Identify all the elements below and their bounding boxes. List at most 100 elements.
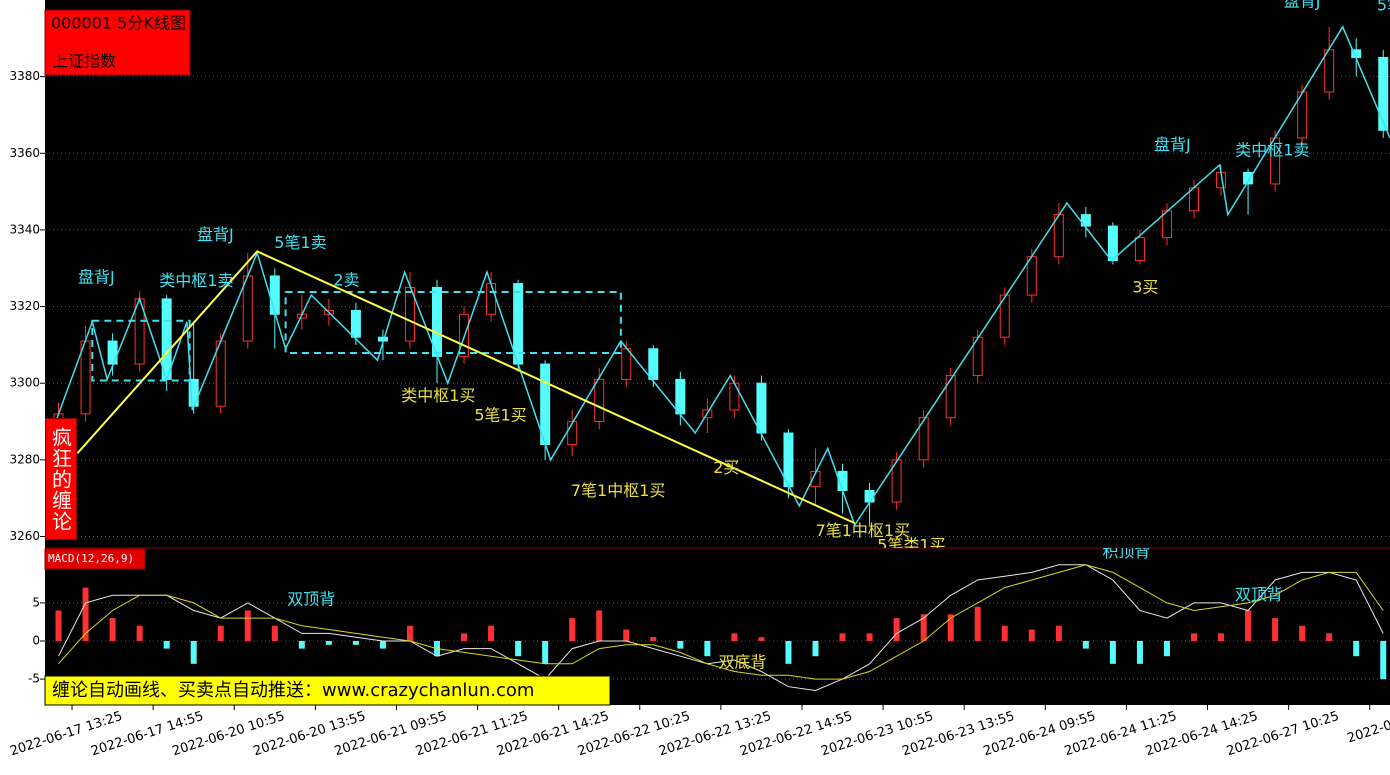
macd-bar bbox=[812, 640, 819, 657]
y-tick-label: 3280 bbox=[9, 452, 40, 466]
candle-body bbox=[215, 340, 226, 407]
macd-bar bbox=[839, 633, 846, 641]
macd-bar bbox=[1055, 625, 1062, 641]
macd-bar bbox=[1218, 633, 1225, 641]
macd-bar bbox=[406, 625, 413, 641]
candle-body bbox=[567, 421, 578, 446]
candle-body bbox=[756, 382, 767, 434]
stroke-line bbox=[55, 25, 1390, 527]
macd-bar bbox=[1082, 640, 1089, 649]
macd-bar bbox=[109, 618, 116, 641]
annotation: 盘背J bbox=[78, 267, 115, 286]
macd-bar bbox=[785, 640, 792, 664]
y-tick-label: -5 bbox=[28, 672, 40, 686]
annotation: 7笔1中枢1买 bbox=[571, 481, 666, 500]
header-box bbox=[44, 9, 191, 76]
annotation: 3买 bbox=[1132, 277, 1158, 296]
macd-bar bbox=[1001, 625, 1008, 641]
candle-body bbox=[242, 275, 253, 342]
candle-body bbox=[918, 417, 929, 461]
header-title: 000001 5分K线图 bbox=[51, 14, 186, 33]
candle-body bbox=[486, 283, 497, 315]
macd-bar bbox=[596, 610, 603, 641]
y-tick-label: 0 bbox=[32, 633, 40, 647]
macd-line bbox=[58, 564, 1384, 692]
macd-bar bbox=[974, 606, 981, 641]
macd-bar bbox=[488, 625, 495, 641]
y-tick-label: 3260 bbox=[9, 529, 40, 543]
y-tick-label: 5 bbox=[32, 595, 40, 609]
macd-bar bbox=[379, 640, 386, 649]
macd-bar bbox=[731, 633, 738, 641]
annotation: 类中枢1卖 bbox=[1235, 140, 1309, 159]
plot-background bbox=[45, 0, 1390, 705]
macd-bar bbox=[650, 637, 657, 641]
annotation: 盘背J bbox=[1154, 135, 1191, 154]
y-tick-label: 3300 bbox=[9, 376, 40, 390]
annotation: 2买 bbox=[713, 458, 739, 477]
macd-label-box bbox=[44, 548, 146, 570]
y-tick-label: 3320 bbox=[9, 299, 40, 313]
macd-bar bbox=[704, 640, 711, 657]
candle-body bbox=[945, 375, 956, 419]
footer-banner-box bbox=[44, 675, 611, 706]
macd-bar bbox=[1109, 640, 1116, 664]
candle-body bbox=[999, 294, 1010, 338]
side-label: 疯狂的缠论 bbox=[45, 418, 77, 540]
y-tick-label: 3360 bbox=[9, 146, 40, 160]
macd-bar bbox=[298, 640, 305, 649]
macd-bar bbox=[136, 625, 143, 641]
candle-body bbox=[107, 340, 118, 365]
candle-body bbox=[729, 382, 740, 411]
footer-banner: 缠论自动画线、买卖点自动推送：www.crazychanlun.com bbox=[52, 680, 534, 701]
candle-body bbox=[864, 490, 875, 503]
x-tick-label: 2022-06-27 bbox=[1346, 709, 1390, 747]
y-tick-label: 3340 bbox=[9, 222, 40, 236]
macd-bar bbox=[1163, 640, 1170, 657]
candle-body bbox=[594, 378, 605, 423]
macd-bar bbox=[1353, 640, 1360, 657]
candle-body bbox=[810, 470, 821, 488]
macd-bar bbox=[569, 618, 576, 641]
candle-body bbox=[675, 378, 686, 415]
macd-bar bbox=[55, 610, 62, 641]
macd-bar bbox=[623, 629, 630, 641]
macd-bar bbox=[82, 587, 89, 641]
candle-body bbox=[269, 275, 280, 315]
annotation: 类中枢1买 bbox=[401, 386, 475, 405]
macd-bar bbox=[1190, 633, 1197, 641]
candle-body bbox=[350, 309, 361, 338]
candle-body bbox=[1324, 49, 1335, 93]
annotation: 双底背 bbox=[718, 653, 766, 672]
annotation: 类中枢1卖 bbox=[159, 271, 233, 290]
annotation: 5笔类1买 bbox=[877, 536, 945, 555]
macd-bar bbox=[947, 614, 954, 641]
macd-bar bbox=[1272, 618, 1279, 641]
macd-title: MACD(12,26,9) bbox=[48, 552, 134, 565]
macd-bar bbox=[893, 618, 900, 641]
macd-bar bbox=[163, 640, 170, 649]
annotation: 积顶背 bbox=[1102, 542, 1150, 561]
macd-bar bbox=[190, 640, 197, 664]
annotation: 5笔1卖 bbox=[274, 233, 326, 252]
annotation: 双顶背 bbox=[1235, 585, 1283, 604]
macd-bar bbox=[758, 637, 765, 641]
candle-body bbox=[648, 348, 659, 380]
macd-bar bbox=[1380, 640, 1387, 680]
annotation: 5笔 bbox=[1377, 0, 1390, 14]
macd-bar bbox=[1299, 625, 1306, 641]
annotation: 7笔1中枢1买 bbox=[816, 521, 911, 540]
segment-line bbox=[76, 250, 856, 525]
macd-bar bbox=[866, 633, 873, 641]
candle-body bbox=[161, 298, 172, 380]
y-tick-label: 3380 bbox=[9, 69, 40, 83]
macd-line bbox=[58, 564, 1384, 680]
macd-bar bbox=[217, 625, 224, 641]
candle-body bbox=[1378, 56, 1389, 131]
annotation: 盘背J bbox=[1284, 0, 1321, 10]
macd-bar bbox=[325, 640, 332, 645]
macd-bar bbox=[244, 610, 251, 641]
macd-bar bbox=[1326, 633, 1333, 641]
candle-body bbox=[621, 348, 632, 380]
